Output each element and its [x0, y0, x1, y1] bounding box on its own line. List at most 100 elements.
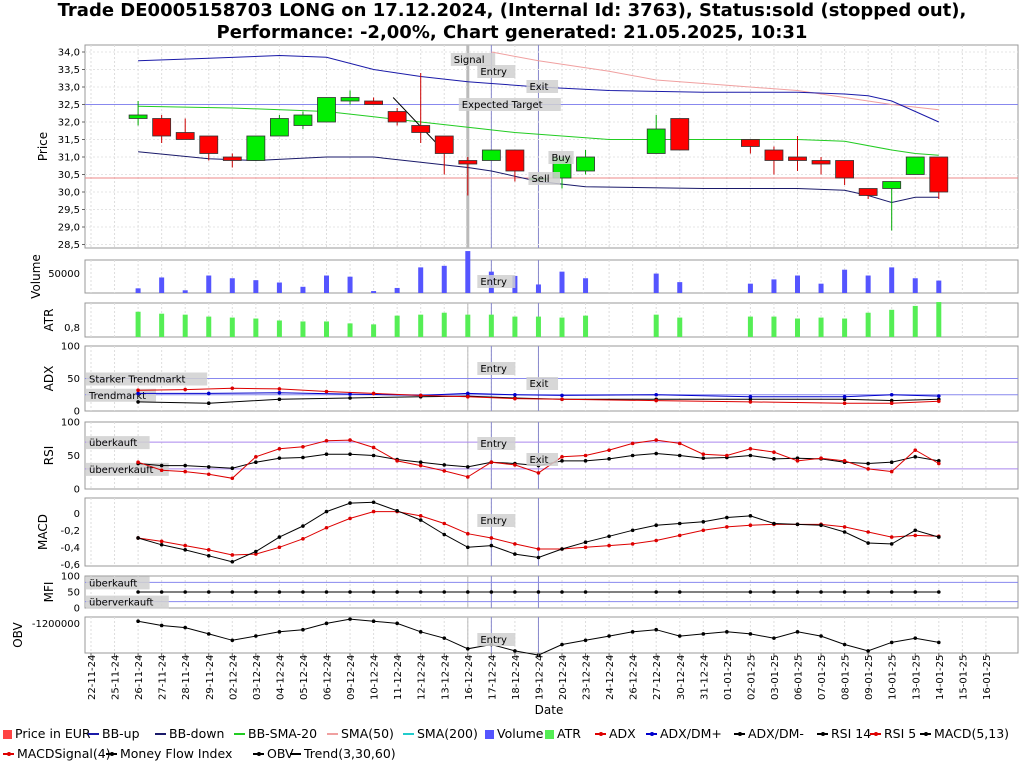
mfi-line-point [913, 590, 918, 594]
obv-entry-label-bg [477, 633, 516, 646]
macd-line-point [795, 522, 800, 527]
candle-body [788, 156, 807, 161]
volume-bar [253, 280, 259, 293]
adx-line-point [371, 391, 376, 396]
macd-signal-line-point [701, 528, 706, 533]
price-tick-label: 29,0 [58, 223, 80, 234]
legend-dot [738, 732, 742, 736]
date-tick-label: 03-01-25 [770, 655, 781, 700]
date-tick-label: 13-01-25 [911, 655, 922, 700]
atr-bar [394, 315, 400, 337]
macd-signal-line-point [889, 535, 894, 539]
rsi5-line-point [301, 444, 305, 449]
legend-item: MACDSignal(4) [3, 744, 111, 764]
mfi-line-point [442, 590, 447, 594]
legend-label: OBV [267, 746, 294, 761]
macd-signal-line-point [536, 547, 541, 551]
rsi-tick-label: 0 [74, 485, 80, 496]
mfi-line-point [748, 590, 753, 594]
atr-bar [771, 316, 777, 337]
obv-line-point [748, 632, 753, 636]
rsi5-line-point [277, 447, 282, 451]
rsi5-line-point [466, 475, 470, 479]
date-tick-label: 09-01-25 [864, 655, 875, 700]
rsi14-line-point [630, 453, 635, 458]
atr-bar [371, 324, 377, 337]
volume-axis-label: Volume [29, 254, 43, 299]
obv-line-point [772, 636, 776, 640]
volume-bar [441, 265, 447, 293]
rsi5-line-point [937, 461, 941, 466]
rsi14-line-point [206, 465, 211, 469]
annotation-expected-target: Expected Target [462, 100, 543, 111]
annotation-signal-bg [450, 53, 496, 66]
legend-label: Price in EUR [15, 726, 91, 741]
rsi5-line-point [701, 452, 706, 456]
volume-bar [818, 283, 824, 293]
macd-line-point [183, 548, 187, 552]
mfi-line-point [371, 590, 376, 594]
candle-body [646, 128, 666, 154]
candle-body [835, 160, 854, 179]
rsi5-line-point [654, 438, 658, 442]
atr-bar [488, 314, 494, 337]
macd-entry-label: Entry [480, 516, 507, 527]
candle-body [811, 160, 831, 165]
adx-line-point [183, 387, 187, 392]
obv-tick-label: -1200000 [32, 619, 80, 630]
volume-bar [418, 267, 424, 293]
adx-line-point [889, 401, 894, 406]
macd-line-point [466, 545, 470, 550]
macd-tick-label: -0,4 [60, 543, 80, 554]
legend-line-swatch [3, 752, 14, 756]
obv-line-point [866, 649, 870, 653]
rsi5-line-point [607, 448, 611, 452]
atr-bar [677, 317, 683, 337]
macd-signal-line-point [677, 533, 682, 538]
date-tick-label: 02-01-25 [746, 655, 757, 700]
obv-line-point [183, 625, 187, 630]
macd-signal-line-point [630, 542, 635, 546]
legend-item: ADX [595, 724, 636, 744]
macd-line-point [277, 535, 282, 539]
macd-signal-line-point [748, 523, 753, 527]
rsi-entry-label-bg [477, 437, 516, 450]
volume-bar [842, 269, 848, 293]
atr-bar [159, 313, 165, 337]
title-line-1: Trade DE0005158703 LONG on 17.12.2024, (… [57, 0, 967, 21]
macd-line-point [889, 542, 894, 546]
obv-line-point [842, 642, 847, 647]
adx-dmminus-line-point [277, 397, 282, 402]
obv-line-point [324, 621, 329, 626]
atr-bar [842, 318, 848, 337]
volume-bar [276, 282, 282, 293]
annotation-buy-bg [548, 151, 574, 164]
candle-body [764, 149, 784, 161]
mfi-line-point [159, 590, 164, 594]
rsi5-line-point [254, 455, 258, 459]
macd-line-point [206, 554, 211, 558]
mfi-line-point [654, 590, 658, 594]
rsi5-line-point [772, 450, 776, 454]
atr-bar [512, 316, 518, 337]
date-tick-label: 15-01-25 [958, 655, 969, 700]
candle-body [434, 135, 454, 154]
candle-body [481, 149, 501, 161]
macd-line-point [607, 534, 611, 539]
obv-line-point [654, 627, 658, 632]
rsi14-line-point [183, 463, 187, 468]
adx-level-label: Trendmarkt [88, 391, 146, 402]
atr-bar [206, 316, 212, 337]
candle-body [269, 118, 289, 137]
rsi-level-label-bg [86, 462, 169, 476]
legend-line-swatch [253, 752, 264, 756]
macd-line-point [136, 536, 140, 540]
legend-item: Volume [485, 724, 544, 744]
panel-atr [84, 302, 1019, 338]
candle-body [175, 132, 195, 140]
rsi14-line-point [583, 459, 588, 463]
adx-line-point [748, 400, 753, 404]
rsi-entry-label: Entry [480, 439, 507, 450]
sma50-line [491, 51, 939, 111]
adx-tick-label: 50 [67, 374, 80, 385]
